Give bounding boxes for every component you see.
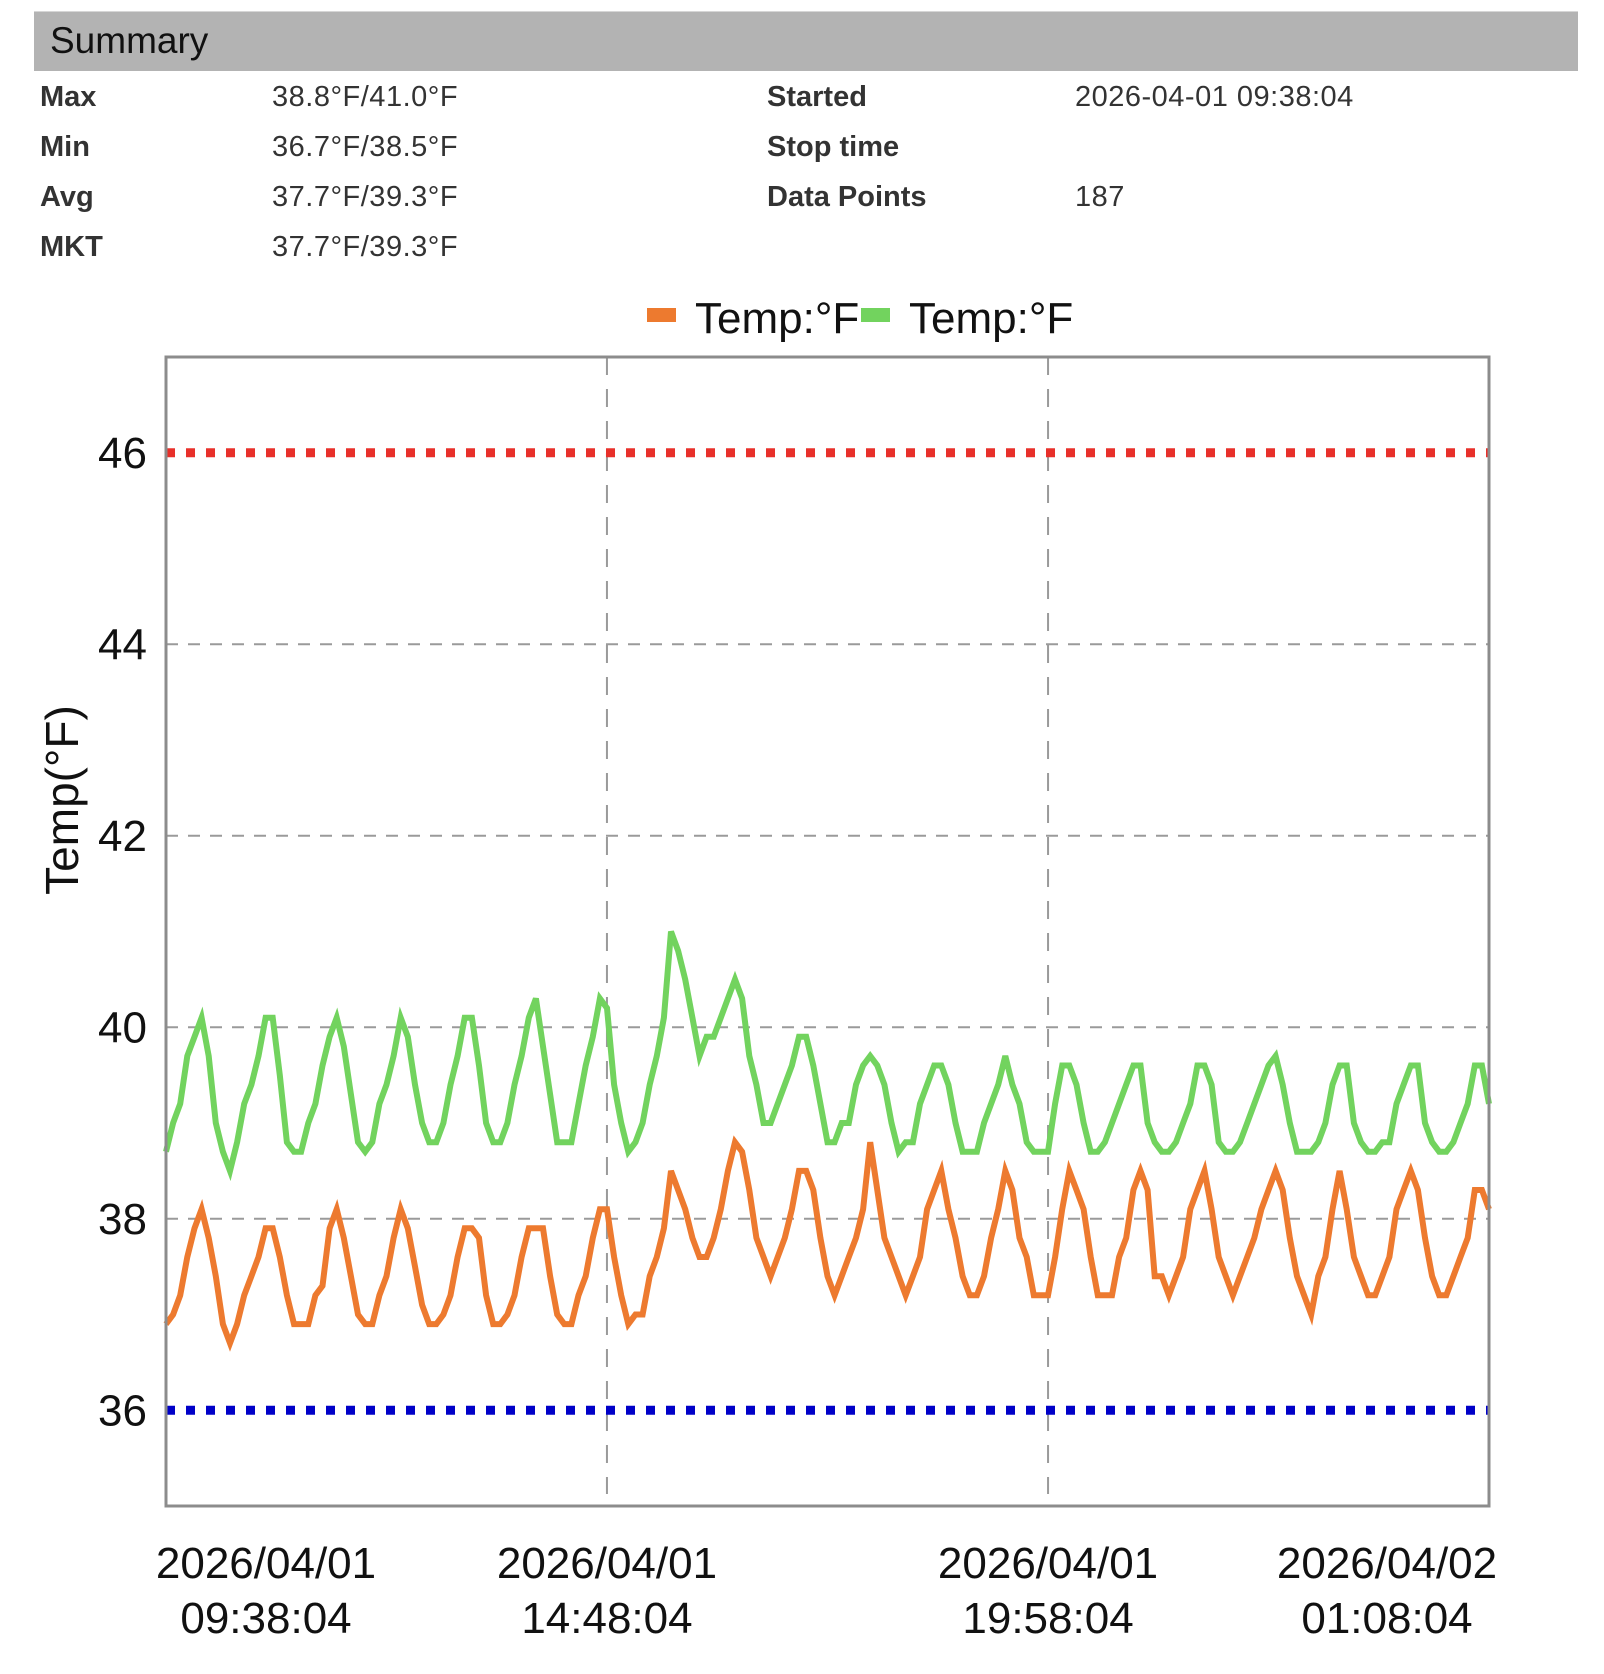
y-tick-label: 38 (98, 1195, 147, 1244)
summary-header-bar: Summary (34, 11, 1578, 71)
x-tick-time: 19:58:04 (962, 1594, 1133, 1643)
mkt-label: MKT (40, 231, 103, 263)
series-line-1 (163, 1135, 1492, 1352)
x-tick-time: 09:38:04 (180, 1594, 351, 1643)
data-points-value: 187 (1075, 181, 1125, 213)
legend-label-2: Temp:°F (909, 294, 1073, 343)
x-tick-time: 14:48:04 (521, 1594, 692, 1643)
started-value: 2026-04-01 09:38:04 (1075, 81, 1354, 113)
x-axis-ticks: 2026/04/01 09:38:04 2026/04/01 14:48:04 2026… (156, 1539, 1497, 1643)
chart-grid (166, 357, 1489, 1494)
legend-label-1: Temp:°F (695, 294, 859, 343)
plot-border (164, 355, 1491, 1508)
max-label: Max (40, 81, 97, 113)
avg-label: Avg (40, 181, 94, 213)
max-value: 38.8°F/41.0°F (272, 81, 459, 113)
stop-time-label: Stop time (767, 131, 900, 163)
chart-legend: Temp:°F Temp:°F (647, 294, 1073, 343)
x-tick-date: 2026/04/01 (938, 1539, 1158, 1588)
threshold-lines (166, 448, 1489, 1415)
y-axis-ticks: 36 38 40 42 44 46 (98, 429, 147, 1436)
y-tick-label: 46 (98, 429, 147, 478)
data-points-label: Data Points (767, 181, 927, 213)
legend-swatch-1 (647, 308, 676, 322)
x-tick-date: 2026/04/01 (497, 1539, 717, 1588)
y-tick-label: 42 (98, 812, 147, 861)
x-tick-date: 2026/04/02 (1277, 1539, 1497, 1588)
started-label: Started (767, 81, 867, 113)
min-value: 36.7°F/38.5°F (272, 131, 459, 163)
min-label: Min (40, 131, 90, 163)
y-tick-label: 44 (98, 620, 147, 669)
mkt-value: 37.7°F/39.3°F (272, 231, 459, 263)
avg-value: 37.7°F/39.3°F (272, 181, 459, 213)
series-line-2 (163, 930, 1492, 1182)
y-axis-label: Temp(°F) (36, 705, 88, 895)
legend-swatch-2 (861, 308, 890, 322)
x-tick-date: 2026/04/01 (156, 1539, 376, 1588)
y-tick-label: 36 (98, 1386, 147, 1435)
chart-series (163, 930, 1492, 1352)
x-tick-time: 01:08:04 (1301, 1594, 1472, 1643)
summary-title: Summary (50, 20, 209, 61)
y-tick-label: 40 (98, 1003, 147, 1052)
